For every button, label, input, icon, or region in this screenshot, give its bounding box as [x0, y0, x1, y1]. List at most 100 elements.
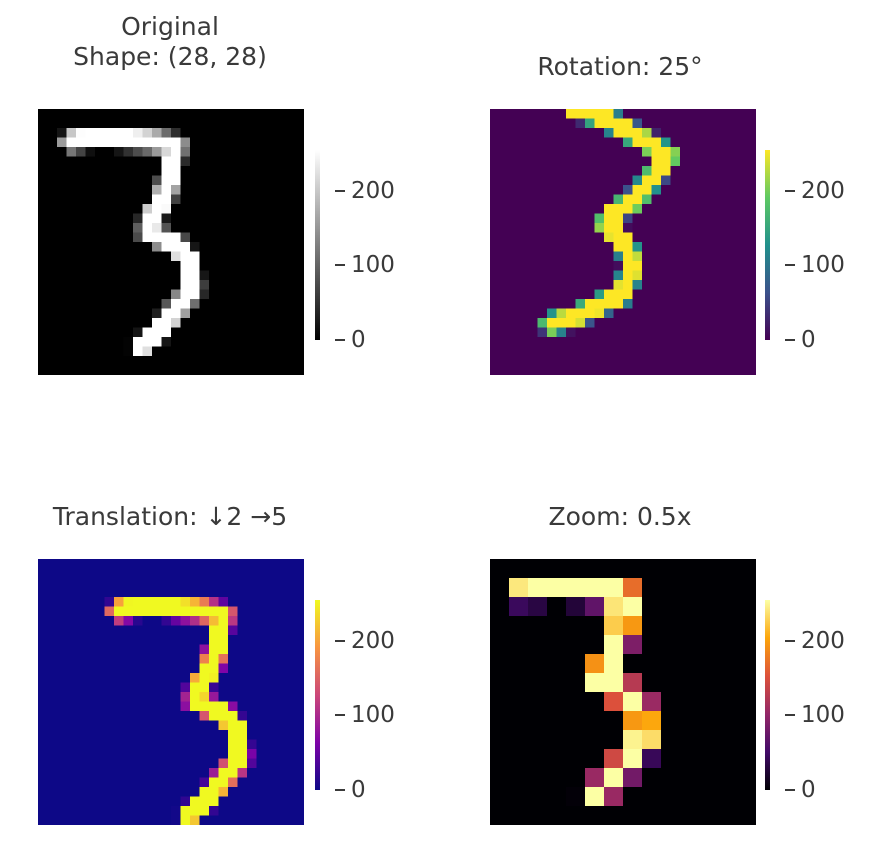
heatmap-cell — [566, 673, 586, 693]
heatmap-cell — [123, 356, 134, 367]
heatmap-cell — [180, 175, 191, 186]
heatmap-cell — [509, 346, 520, 357]
colorbar-zoom — [765, 600, 770, 790]
heatmap-cell — [651, 327, 662, 338]
heatmap-cell — [190, 232, 201, 243]
heatmap-cell — [547, 365, 558, 375]
heatmap-cell — [95, 720, 106, 731]
heatmap-cell — [737, 597, 756, 617]
heatmap-cell — [613, 261, 624, 272]
heatmap-cell — [642, 692, 662, 712]
heatmap-cell — [566, 346, 577, 357]
heatmap-cell — [651, 270, 662, 281]
heatmap-cell — [47, 701, 58, 712]
heatmap-cell — [237, 587, 248, 598]
heatmap-cell — [294, 682, 304, 693]
heatmap-cell — [613, 137, 624, 148]
heatmap-cell — [727, 356, 738, 367]
heatmap-cell — [632, 194, 643, 205]
heatmap-cell — [623, 365, 634, 375]
heatmap-cell — [266, 223, 277, 234]
heatmap-cell — [556, 204, 567, 215]
heatmap-cell — [680, 673, 700, 693]
heatmap-cell — [642, 318, 653, 329]
heatmap-cell — [585, 261, 596, 272]
heatmap-cell — [85, 261, 96, 272]
heatmap-cell — [604, 597, 624, 617]
heatmap-cell — [152, 663, 163, 674]
panel-title-rotation: Rotation: 25° — [470, 52, 770, 82]
heatmap-cell — [547, 346, 558, 357]
heatmap-cell — [85, 673, 96, 684]
heatmap-cell — [547, 356, 558, 367]
heatmap-cell — [651, 251, 662, 262]
heatmap-cell — [585, 147, 596, 158]
heatmap-cell — [161, 673, 172, 684]
heatmap-cell — [114, 663, 125, 674]
heatmap-cell — [85, 806, 96, 817]
heatmap-cell — [66, 796, 77, 807]
heatmap-cell — [537, 175, 548, 186]
heatmap-cell — [47, 327, 58, 338]
heatmap-cell — [566, 251, 577, 262]
heatmap-cell — [180, 758, 191, 769]
heatmap-cell — [180, 365, 191, 375]
heatmap-cell — [237, 232, 248, 243]
heatmap-cell — [623, 137, 634, 148]
heatmap-cell — [699, 128, 710, 139]
heatmap-cell — [133, 251, 144, 262]
heatmap-cell — [490, 299, 501, 310]
heatmap-cell — [718, 185, 729, 196]
heatmap-cell — [623, 204, 634, 215]
heatmap-cell — [209, 635, 220, 646]
heatmap-cell — [566, 749, 586, 769]
colorbar-tick — [785, 789, 795, 791]
heatmap-cell — [152, 711, 163, 722]
heatmap-cell — [190, 578, 201, 589]
heatmap-cell — [490, 109, 501, 120]
heatmap-cell — [237, 223, 248, 234]
heatmap-cell — [585, 280, 596, 291]
heatmap-cell — [95, 806, 106, 817]
heatmap-cell — [737, 137, 748, 148]
heatmap-cell — [95, 194, 106, 205]
heatmap-cell — [47, 768, 58, 779]
heatmap-cell — [547, 673, 567, 693]
heatmap-cell — [651, 261, 662, 272]
heatmap-cell — [566, 280, 577, 291]
heatmap-cell — [114, 692, 125, 703]
heatmap-cell — [114, 270, 125, 281]
heatmap-cell — [104, 692, 115, 703]
heatmap-cell — [285, 194, 296, 205]
heatmap-cell — [528, 242, 539, 253]
heatmap-cell — [642, 194, 653, 205]
heatmap-cell — [518, 356, 529, 367]
heatmap-cell — [285, 337, 296, 348]
heatmap-cell — [199, 673, 210, 684]
heatmap-cell — [632, 223, 643, 234]
heatmap-cell — [199, 365, 210, 375]
heatmap-cell — [680, 175, 691, 186]
heatmap-cell — [171, 730, 182, 741]
heatmap-cell — [642, 213, 653, 224]
heatmap-cell — [57, 280, 68, 291]
heatmap-cell — [180, 346, 191, 357]
heatmap-cell — [708, 137, 719, 148]
heatmap-cell — [670, 223, 681, 234]
heatmap-cell — [123, 365, 134, 375]
heatmap-cell — [661, 109, 672, 120]
heatmap-cell — [746, 128, 756, 139]
heatmap-cell — [142, 118, 153, 129]
heatmap-cell — [661, 299, 672, 310]
heatmap-cell — [57, 109, 68, 120]
heatmap-cell — [632, 365, 643, 375]
heatmap-cell — [161, 749, 172, 760]
heatmap-cell — [76, 597, 87, 608]
heatmap-cell — [95, 711, 106, 722]
colorbar-translation — [315, 600, 320, 790]
heatmap-cell — [680, 289, 691, 300]
heatmap-cell — [490, 559, 510, 579]
heatmap-cell — [528, 356, 539, 367]
heatmap-cell — [518, 318, 529, 329]
heatmap-cell — [585, 787, 605, 807]
